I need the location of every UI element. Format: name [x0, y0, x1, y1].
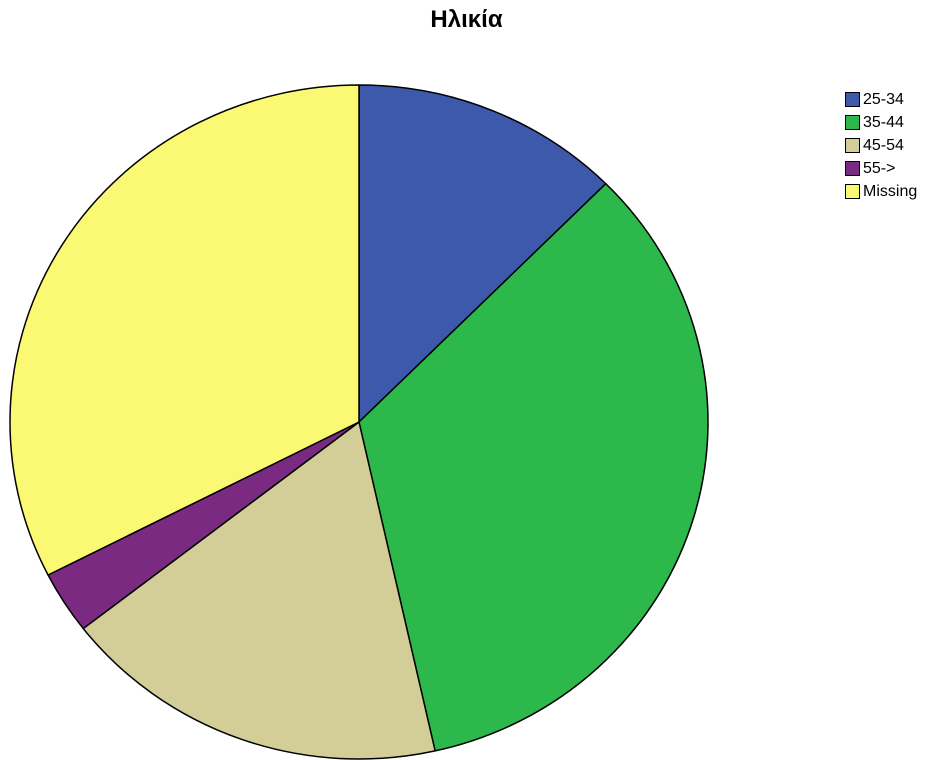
pie-slice-missing — [9, 84, 360, 576]
legend-label: 35-44 — [863, 113, 904, 131]
pie-slice-25-34 — [358, 84, 607, 423]
legend-item: 45-54 — [845, 134, 917, 157]
chart-title: Ηλικία — [430, 6, 503, 33]
legend-swatch — [845, 115, 860, 130]
legend-item: 35-44 — [845, 111, 917, 134]
legend-swatch — [845, 184, 860, 199]
legend: 25-34 35-44 45-54 55-> Missing — [845, 88, 917, 203]
legend-item: Missing — [845, 180, 917, 203]
legend-label: 25-34 — [863, 90, 904, 108]
legend-label: 55-> — [863, 159, 896, 177]
legend-swatch — [845, 92, 860, 107]
pie-slices — [9, 84, 709, 760]
legend-label: 45-54 — [863, 136, 904, 154]
pie-slice-45-54 — [82, 421, 436, 760]
legend-item: 25-34 — [845, 88, 917, 111]
pie-slice-35-44 — [358, 182, 709, 752]
legend-swatch — [845, 161, 860, 176]
legend-label: Missing — [863, 182, 918, 200]
legend-swatch — [845, 138, 860, 153]
legend-item: 55-> — [845, 157, 917, 180]
